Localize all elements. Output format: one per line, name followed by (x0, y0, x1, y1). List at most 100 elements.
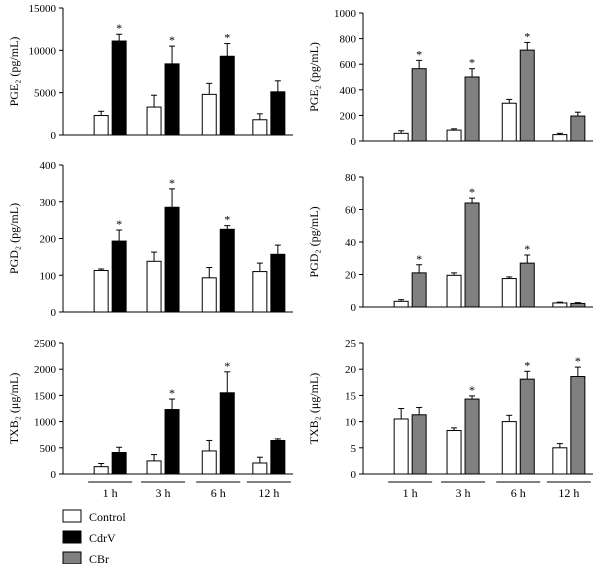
significance-star: * (224, 31, 230, 45)
chart-pge2-cdrv: 0 5000 10000 15000 PGE₂ (pg/mL) * * * (7, 3, 293, 142)
y-axis-label: PGD₂ (pg/mL) (7, 203, 21, 274)
y-tick-label: 0 (51, 130, 57, 142)
bar-control-3h (446, 430, 462, 475)
bar-cbr-12h (570, 302, 586, 308)
x-category-label: 3 h (156, 486, 171, 500)
y-tick-label: 0 (351, 469, 357, 481)
y-axis-label: PGD₂ (pg/mL) (307, 206, 321, 277)
y-tick-label: 10 (345, 417, 357, 429)
significance-star: * (116, 217, 122, 231)
legend-swatch-cbr (62, 551, 82, 564)
bar-cbr-6h (519, 262, 535, 308)
bar-control-1h (93, 466, 109, 475)
significance-star: * (224, 359, 230, 373)
x-category-label: 6 h (211, 486, 226, 500)
y-tick-label: 600 (340, 59, 357, 71)
bar-cbr-12h (570, 115, 586, 142)
y-tick-label: 10000 (29, 45, 57, 57)
significance-star: * (116, 21, 122, 35)
bar-control-3h (146, 106, 162, 136)
y-tick-label: 40 (345, 237, 357, 249)
y-tick-label: 20 (345, 270, 357, 282)
bar-control-1h (93, 269, 109, 313)
y-tick-label: 800 (340, 34, 357, 46)
bar-control-6h (201, 93, 217, 136)
bar-control-1h (93, 115, 109, 136)
significance-star: * (416, 252, 422, 266)
significance-star: * (169, 386, 175, 400)
bar-control-6h (501, 102, 517, 142)
legend-swatch-cdrv (62, 530, 82, 544)
y-axis-label: TXB₂ (μg/mL) (7, 373, 21, 445)
bar-control-12h (252, 271, 268, 313)
chart-pgd2-cdrv: 0 100 200 300 400 PGD₂ (pg/mL) * * * (7, 160, 293, 319)
bar-control-12h (552, 134, 568, 142)
bar-control-12h (552, 447, 568, 475)
bar-cdrv-1h (111, 240, 127, 313)
chart-txb2-cdrv: 0 500 1000 1500 2000 2500 TXB₂ (μg/mL) 1 h * 3 h *… (7, 338, 293, 500)
y-tick-label: 1000 (334, 8, 357, 20)
x-category-label: 12 h (558, 486, 579, 500)
chart-pgd2-cbr: 0 20 40 60 80 PGD₂ (pg/mL) * * * (307, 172, 593, 314)
bar-cdrv-6h (219, 392, 235, 475)
bar-control-12h (252, 462, 268, 475)
bar-cbr-1h (411, 272, 427, 308)
bar-control-6h (501, 278, 517, 308)
x-category-label: 1 h (103, 486, 118, 500)
y-tick-label: 400 (40, 160, 57, 172)
y-tick-label: 200 (40, 234, 57, 246)
significance-star: * (469, 185, 475, 199)
bar-control-1h (393, 132, 409, 142)
y-tick-label: 5000 (34, 88, 57, 100)
legend-label-cbr: CBr (89, 552, 109, 564)
significance-star: * (469, 383, 475, 397)
bar-control-3h (146, 260, 162, 313)
y-tick-label: 15000 (29, 3, 57, 15)
x-category-label: 12 h (258, 486, 279, 500)
bar-cdrv-1h (111, 40, 127, 136)
x-category-label: 1 h (403, 486, 418, 500)
significance-star: * (469, 56, 475, 70)
bar-cbr-1h (411, 68, 427, 142)
y-tick-label: 300 (40, 197, 57, 209)
significance-star: * (524, 29, 530, 43)
y-tick-label: 15 (345, 390, 357, 402)
significance-star: * (224, 213, 230, 227)
bar-control-3h (146, 460, 162, 475)
bar-cbr-1h (411, 414, 427, 475)
bar-cbr-12h (570, 376, 586, 475)
bar-control-3h (446, 274, 462, 308)
bar-cdrv-12h (270, 253, 286, 313)
y-tick-label: 5 (351, 443, 357, 455)
y-tick-label: 0 (351, 302, 357, 314)
bar-cdrv-1h (111, 452, 127, 475)
y-tick-label: 1000 (34, 417, 57, 429)
y-tick-label: 80 (345, 172, 357, 184)
bar-control-6h (201, 277, 217, 313)
bar-cdrv-3h (164, 409, 180, 475)
chart-pge2-cbr: 0 200 400 600 800 1000 PGE₂ (pg/mL) * * * (307, 8, 593, 148)
bar-control-3h (446, 129, 462, 142)
legend-label-cdrv: CdrV (89, 531, 116, 545)
bar-control-1h (393, 418, 409, 475)
legend-label-control: Control (89, 510, 126, 524)
y-tick-label: 2000 (34, 364, 57, 376)
bar-cbr-6h (519, 378, 535, 475)
bar-cdrv-6h (219, 228, 235, 313)
bar-cbr-3h (464, 76, 480, 142)
bar-cdrv-3h (164, 63, 180, 136)
significance-star: * (169, 176, 175, 190)
y-tick-label: 20 (345, 364, 357, 376)
y-tick-label: 2500 (34, 338, 57, 350)
legend: Control CdrV CBr (62, 509, 126, 564)
y-tick-label: 25 (345, 338, 357, 350)
significance-star: * (524, 358, 530, 372)
bar-cdrv-3h (164, 206, 180, 313)
significance-star: * (575, 354, 581, 368)
bar-control-6h (201, 450, 217, 475)
bar-control-12h (252, 119, 268, 136)
x-category-label: 3 h (456, 486, 471, 500)
y-tick-label: 0 (351, 136, 357, 148)
bar-cbr-3h (464, 202, 480, 308)
legend-swatch-control (62, 509, 82, 523)
